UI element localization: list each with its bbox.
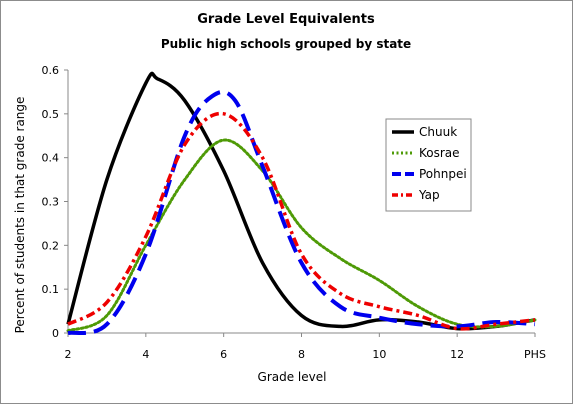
x-tick-label: 2 [65,348,72,361]
y-tick-label: 0.3 [42,196,60,209]
y-tick-label: 0.4 [42,152,60,165]
legend-label-yap: Yap [418,188,440,202]
legend-label-pohnpei: Pohnpei [419,167,467,181]
y-tick-label: 0.2 [42,239,60,252]
y-tick-label: 0.1 [42,283,60,296]
y-tick-label: 0.6 [42,64,60,77]
x-tick-label: PHS [524,348,546,361]
x-tick-label: 4 [142,348,149,361]
x-axis-title: Grade level [258,370,327,384]
x-tick-label: 8 [298,348,305,361]
y-axis-title: Percent of students in that grade range [13,97,27,334]
legend-label-chuuk: Chuuk [419,125,457,139]
y-tick-label: 0 [52,327,59,340]
series-line-yap [67,111,536,331]
x-tick-label: 10 [372,348,386,361]
legend-label-kosrae: Kosrae [419,146,460,160]
series-layer [66,71,537,336]
y-tick-label: 0.5 [42,108,60,121]
x-tick-label: 6 [220,348,227,361]
chart-subtitle: Public high schools grouped by state [161,37,411,51]
x-tick-label: 12 [450,348,464,361]
ticks: 0 0.1 0.2 0.3 0.4 0.5 0.6 2 4 6 8 10 12 PHS [42,64,546,361]
chart-title: Grade Level Equivalents [197,12,375,27]
legend: Chuuk Kosrae Pohnpei Yap [385,118,472,212]
series-line-kosrae [66,138,537,333]
legend-box [385,118,472,212]
